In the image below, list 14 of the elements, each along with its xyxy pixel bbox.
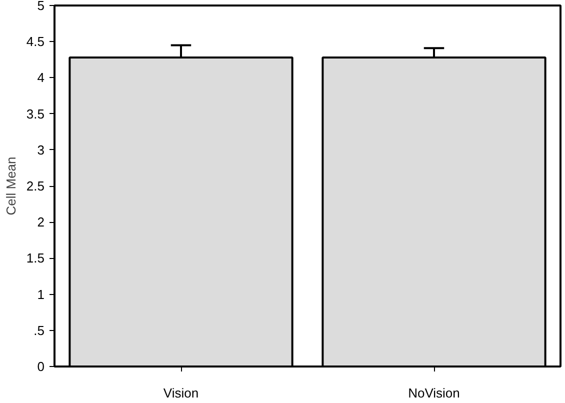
- y-tick-label: 2.5: [26, 178, 45, 194]
- y-tick-label: .5: [34, 322, 44, 338]
- y-tick-label: 0: [37, 359, 45, 374]
- y-tick-label: 3: [37, 142, 45, 158]
- y-axis-title: Cell Mean: [3, 156, 18, 216]
- y-tick-label: 2: [37, 214, 45, 230]
- y-tick-label: 1: [37, 286, 45, 302]
- y-tick-label: 5: [37, 0, 45, 13]
- x-tick-label: NoVision: [408, 386, 460, 400]
- y-tick-label: 4.5: [26, 34, 45, 50]
- y-tick-label: 1.5: [26, 250, 45, 266]
- x-tick-label: Vision: [163, 386, 199, 400]
- y-tick-label: 4: [37, 70, 45, 86]
- y-tick-label: 3.5: [26, 106, 45, 122]
